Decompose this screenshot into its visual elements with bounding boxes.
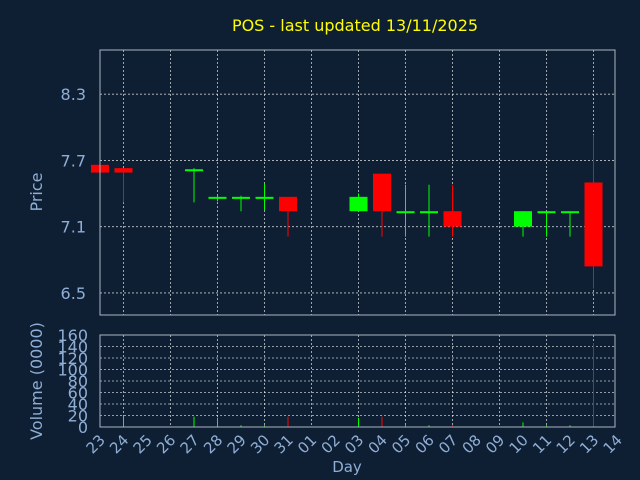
candle-body [420,211,438,214]
day-tick-label: 25 [130,431,156,457]
day-tick-label: 06 [412,431,438,457]
volume-tick-label: 40 [68,395,88,414]
day-tick-label: 03 [341,431,367,457]
day-tick-label: 28 [200,431,226,457]
day-tick-label: 11 [529,431,555,457]
day-tick-label: 29 [224,431,250,457]
candle-body [443,211,462,227]
day-tick-label: 07 [435,431,461,457]
volume-axis-label: Volume (0000) [27,322,46,440]
chart-title: POS - last updated 13/11/2025 [232,16,478,35]
candle-body [208,196,227,199]
day-tick-label: 26 [153,431,179,457]
volume-tick-label: 140 [57,338,88,357]
candle-body [396,211,415,214]
volume-tick-label: 160 [57,326,88,345]
day-tick-label: 31 [271,431,297,457]
volume-tick-label: 0 [78,418,88,437]
day-tick-label: 30 [247,431,273,457]
volume-tick-label: 100 [57,361,88,380]
candle-body [232,196,250,199]
volume-plot-frame [99,334,616,428]
day-tick-label: 09 [482,431,508,457]
candle-body [114,168,133,173]
day-tick-label: 14 [600,431,626,457]
price-axis-label: Price [27,172,46,211]
day-tick-label: 27 [177,431,203,457]
candle-body [537,211,556,214]
candle-body [279,196,297,212]
day-tick-label: 04 [365,431,391,457]
day-tick-label: 10 [506,431,532,457]
candle-body [349,196,368,212]
candle-body [561,211,579,214]
plot-frames [99,49,616,428]
axis-labels: 6.57.17.78.30204060801001201401602324252… [57,85,625,457]
day-tick-label: 12 [553,431,579,457]
day-tick-label: 05 [388,431,414,457]
chart-marks [91,135,603,427]
volume-tick-label: 120 [57,349,88,368]
day-axis-label: Day [332,458,362,476]
day-tick-label: 02 [318,431,344,457]
volume-tick-label: 80 [68,372,88,391]
candle-body [514,211,532,227]
volume-tick-label: 60 [68,384,88,403]
price-tick-label: 8.3 [61,85,86,104]
volume-tick-label: 20 [68,407,88,426]
day-tick-label: 13 [576,431,602,457]
day-tick-label: 24 [106,431,132,457]
grid-lines [100,50,615,427]
candle-body [185,169,203,172]
day-tick-label: 08 [459,431,485,457]
price-tick-label: 6.5 [61,284,86,303]
price-tick-label: 7.7 [61,151,86,170]
price-plot-frame [99,49,616,316]
day-tick-label: 01 [294,431,320,457]
candle-body [255,196,274,199]
candle-body [584,182,603,267]
candle-body [373,173,391,212]
price-tick-label: 7.1 [61,218,86,237]
